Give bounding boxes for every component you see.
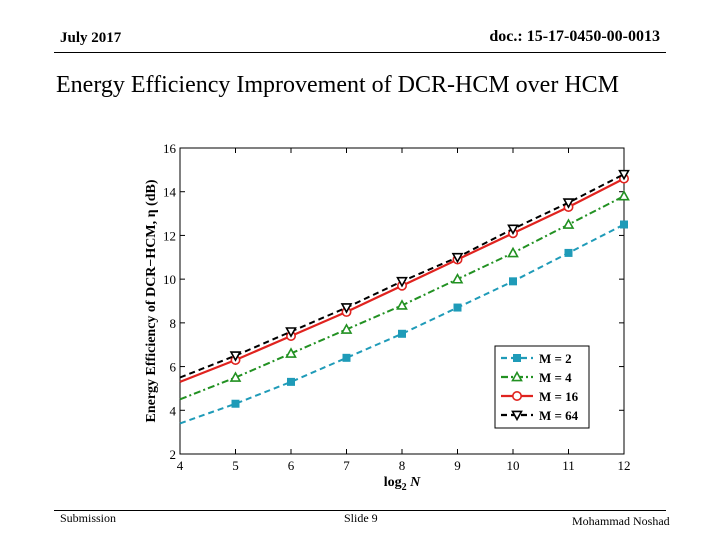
data-point-series-4 [285, 327, 297, 338]
series-line-1 [179, 223, 625, 425]
x-tick-label: 5 [232, 458, 239, 473]
legend-marker-3 [511, 390, 522, 401]
data-point-series-4 [618, 169, 630, 181]
data-point-series-2 [396, 299, 408, 310]
slide-title: Energy Efficiency Improvement of DCR-HCM… [56, 72, 620, 98]
y-tick-label: 2 [170, 447, 177, 462]
legend-marker-4 [511, 410, 523, 422]
data-point-series-2 [562, 218, 575, 229]
footer-divider [54, 510, 666, 511]
data-point-series-4 [451, 252, 464, 264]
header-doc-id: doc.: 15-17-0450-00-0013 [489, 28, 660, 45]
legend-marker-1 [513, 354, 521, 362]
data-point-series-2 [285, 347, 297, 358]
y-tick-label: 16 [163, 141, 177, 156]
x-tick-label: 4 [177, 458, 184, 473]
x-tick-label: 8 [399, 458, 406, 473]
y-tick-label: 12 [163, 228, 176, 243]
legend-label-3: M = 16 [539, 389, 579, 404]
x-tick-label: 11 [562, 458, 575, 473]
legend-label-2: M = 4 [539, 370, 572, 385]
data-point-series-4 [562, 198, 575, 209]
x-tick-label: 7 [343, 458, 350, 473]
y-tick-label: 14 [163, 185, 177, 200]
footer-author: Mohammad Noshad [572, 514, 670, 528]
header-date: July 2017 [60, 30, 122, 46]
y-tick-label: 4 [170, 403, 177, 418]
y-tick-label: 6 [170, 360, 177, 375]
data-point-series-1 [564, 248, 573, 257]
data-point-series-2 [451, 272, 464, 284]
data-point-series-4 [396, 276, 408, 288]
footer-slide-number: Slide 9 [344, 511, 378, 525]
legend-box [494, 345, 590, 429]
data-point-series-4 [340, 303, 353, 314]
legend-marker-2 [511, 370, 523, 382]
data-point-series-2 [618, 189, 630, 201]
data-point-series-2 [340, 323, 353, 334]
data-point-series-2 [507, 246, 519, 258]
x-tick-label: 10 [507, 458, 520, 473]
data-point-series-4 [229, 351, 242, 362]
y-tick-label: 10 [163, 272, 176, 287]
x-tick-label: 6 [288, 458, 295, 473]
x-tick-label: 12 [618, 458, 631, 473]
data-point-series-1 [287, 377, 295, 386]
y-axis-label: Energy Efficiency of DCR−HCM, η (dB) [144, 179, 159, 422]
data-point-series-1 [342, 353, 351, 362]
data-point-series-4 [507, 224, 519, 236]
legend-label-1: M = 2 [539, 351, 572, 366]
legend-label-4: M = 64 [539, 408, 579, 423]
data-point-series-1 [620, 220, 628, 229]
header-divider [54, 52, 666, 53]
data-point-series-1 [509, 277, 517, 286]
footer-submission: Submission [60, 511, 117, 525]
x-axis-label: log2 N [384, 475, 421, 493]
x-tick-label: 9 [454, 458, 461, 473]
data-point-series-1 [231, 399, 240, 408]
data-point-series-1 [398, 329, 406, 338]
y-tick-label: 8 [170, 316, 177, 331]
data-point-series-2 [229, 371, 242, 382]
data-point-series-1 [453, 303, 462, 312]
